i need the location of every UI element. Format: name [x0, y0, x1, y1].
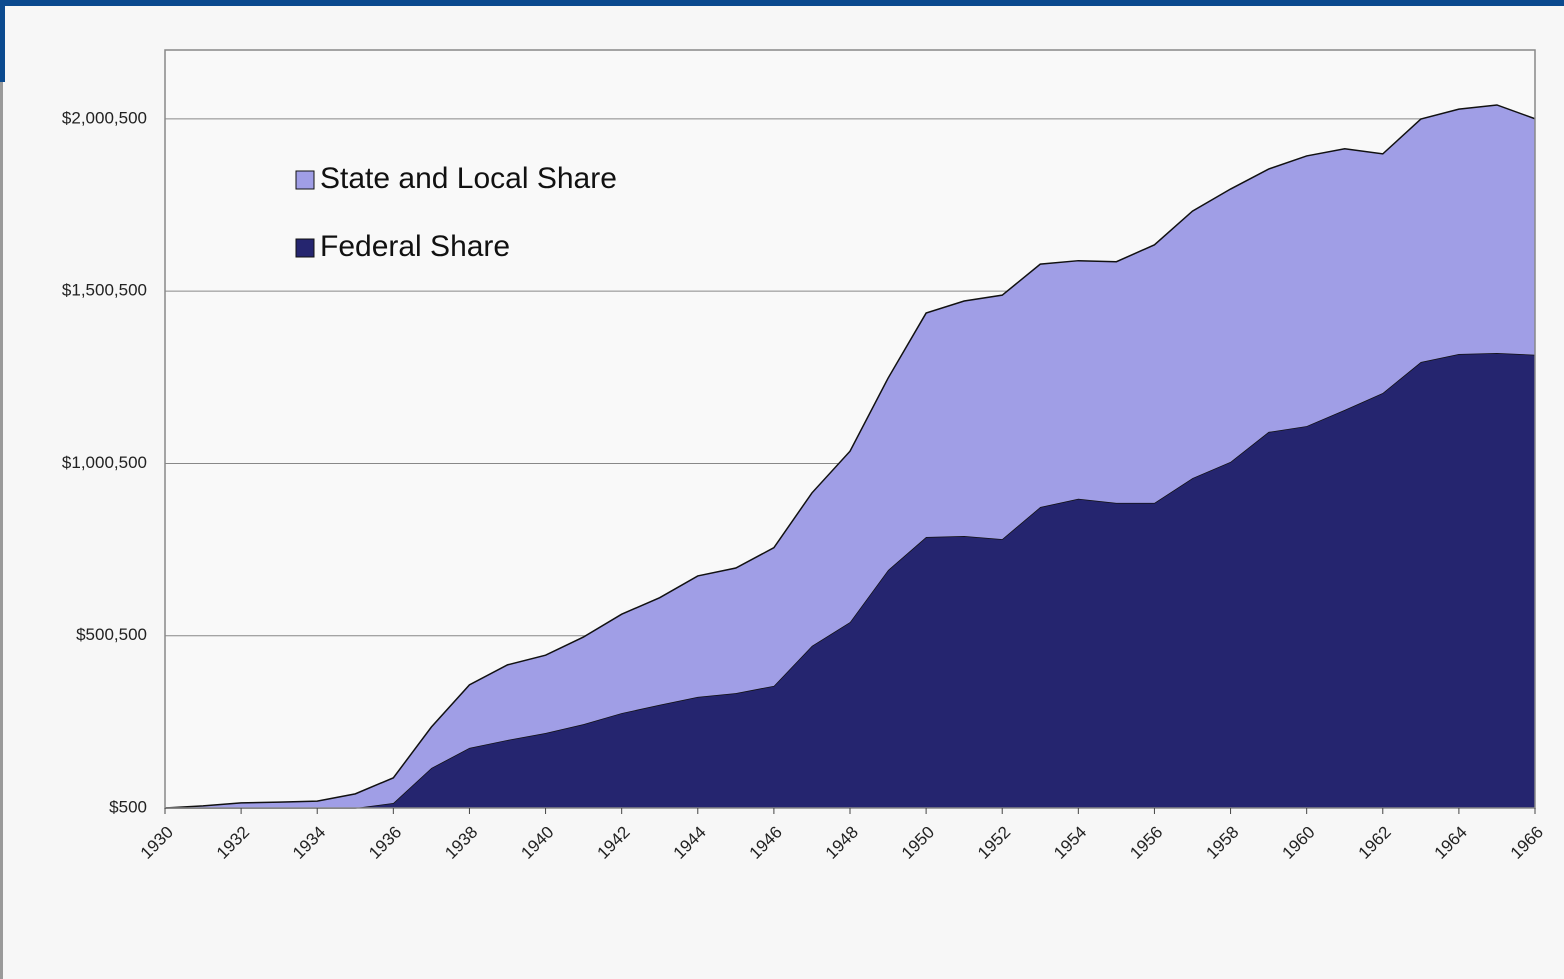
legend-label: State and Local Share	[320, 162, 617, 195]
x-tick-label: 1966	[1507, 823, 1547, 863]
x-tick-label: 1938	[441, 823, 481, 863]
y-tick-label: $2,000,500	[62, 108, 147, 127]
x-tick-label: 1934	[289, 823, 329, 863]
x-tick-label: 1950	[898, 823, 938, 863]
x-tick-label: 1936	[365, 823, 405, 863]
area	[165, 104, 1535, 808]
x-tick-label: 1940	[517, 823, 557, 863]
x-tick-label: 1958	[1202, 823, 1242, 863]
x-tick-label: 1960	[1278, 823, 1318, 863]
x-tick-label: 1946	[746, 823, 786, 863]
y-tick-label: $1,500,500	[62, 281, 147, 300]
corner-bar	[0, 0, 5, 82]
area	[165, 353, 1535, 808]
x-tick-label: 1930	[137, 823, 177, 863]
x-tick-label: 1942	[593, 823, 633, 863]
x-tick-label: 1956	[1126, 823, 1166, 863]
x-tick-label: 1962	[1355, 823, 1395, 863]
x-tick-label: 1954	[1050, 823, 1090, 863]
x-tick-label: 1932	[213, 823, 253, 863]
left-edge	[0, 82, 3, 979]
legend-label: Federal Share	[320, 230, 510, 263]
y-tick-label: $500,500	[76, 625, 147, 644]
y-tick-label: $1,000,500	[62, 453, 147, 472]
legend-swatch	[295, 238, 315, 258]
x-tick-label: 1944	[670, 823, 710, 863]
x-tick-label: 1952	[974, 823, 1014, 863]
y-tick-label: $500	[109, 797, 147, 816]
x-tick-label: 1964	[1431, 823, 1471, 863]
area-outline	[164, 104, 1536, 809]
top-bar	[0, 0, 1564, 6]
x-tick-label: 1948	[822, 823, 862, 863]
legend-swatch	[295, 170, 315, 190]
